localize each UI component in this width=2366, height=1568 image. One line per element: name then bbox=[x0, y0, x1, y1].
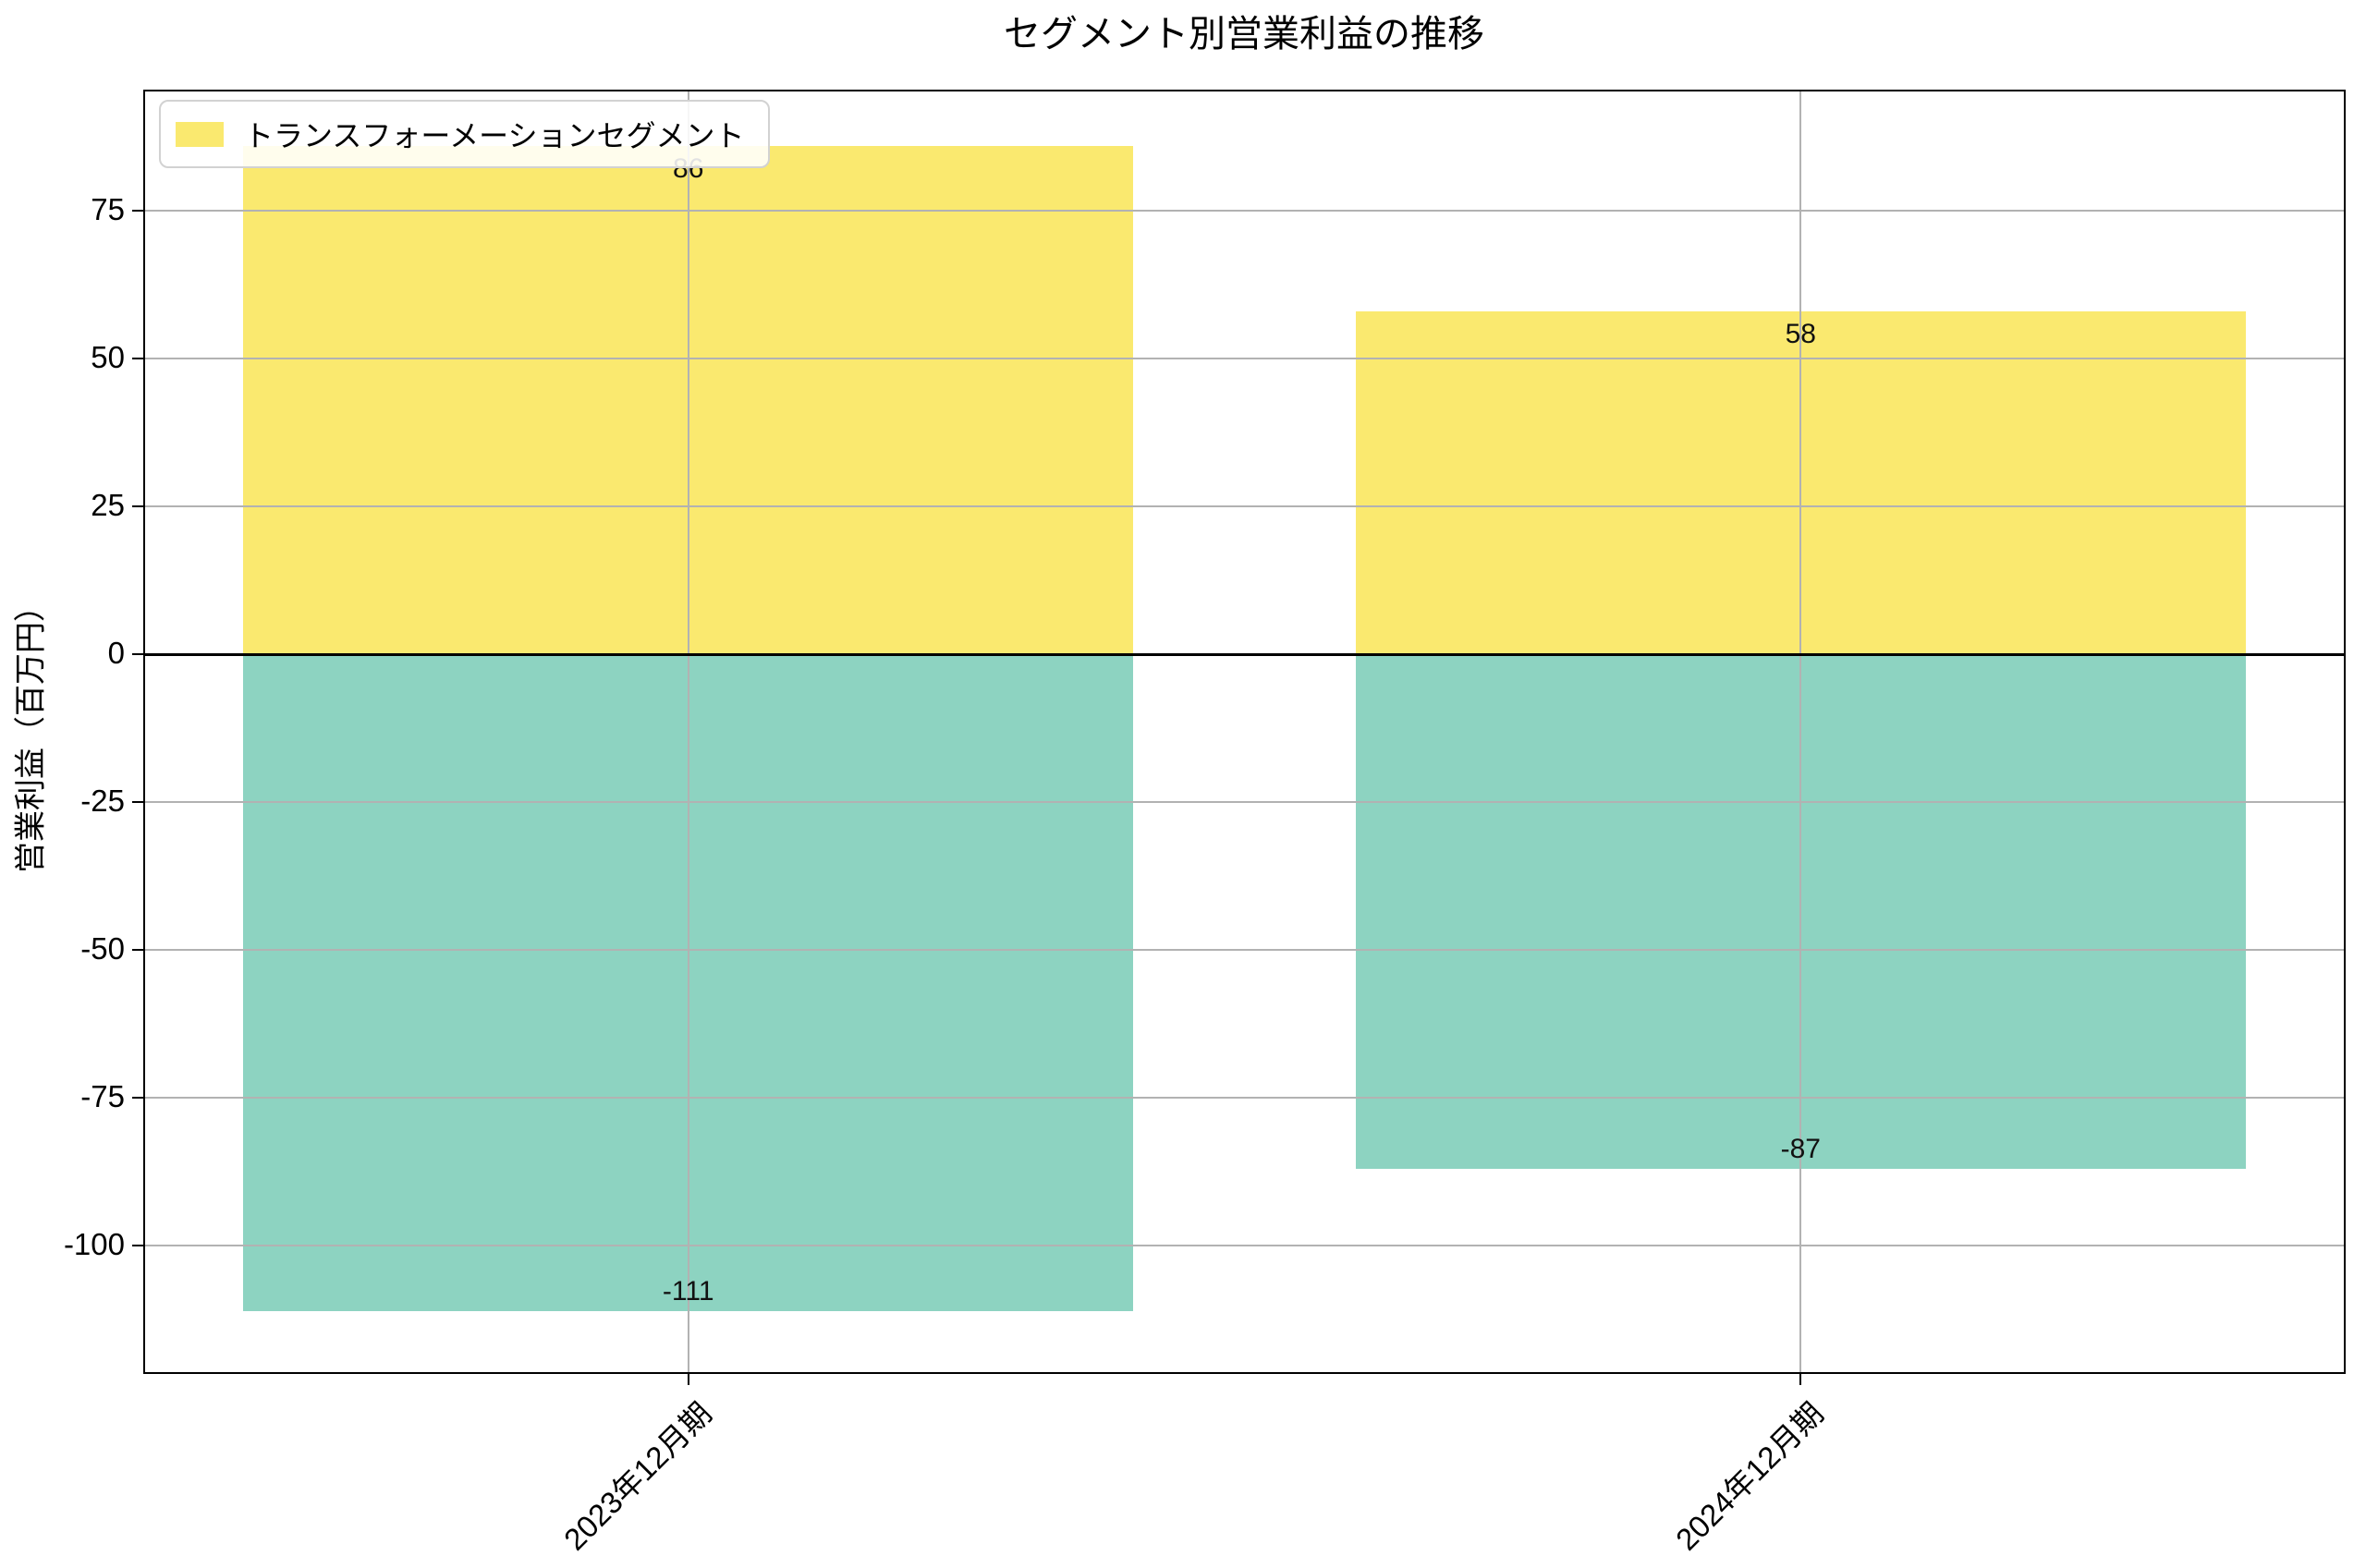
y-tick-mark bbox=[132, 210, 143, 213]
legend: トランスフォーメーションセグメント bbox=[159, 100, 771, 168]
y-tick-label: -100 bbox=[63, 1227, 125, 1262]
y-tick-mark bbox=[132, 1245, 143, 1247]
x-tick-label: 2023年12月期 bbox=[556, 1395, 718, 1557]
x-tick-label: 2024年12月期 bbox=[1669, 1395, 1831, 1557]
x-tick-mark bbox=[1799, 1374, 1802, 1385]
y-tick-mark bbox=[132, 505, 143, 508]
chart-title: セグメント別営業利益の推移 bbox=[1004, 14, 1484, 55]
y-tick-label: 50 bbox=[91, 340, 125, 375]
y-tick-label: 75 bbox=[91, 192, 125, 227]
y-tick-mark bbox=[132, 1097, 143, 1100]
y-tick-mark bbox=[132, 949, 143, 952]
x-tick-mark bbox=[687, 1374, 689, 1385]
y-axis-label: 営業利益（百万円） bbox=[13, 590, 49, 873]
y-tick-label: -75 bbox=[80, 1079, 125, 1114]
y-tick-mark bbox=[132, 801, 143, 804]
y-tick-mark bbox=[132, 358, 143, 360]
y-tick-mark bbox=[132, 653, 143, 656]
y-tick-label: -50 bbox=[80, 931, 125, 966]
plot-area-frame bbox=[143, 90, 2346, 1374]
legend-swatch bbox=[176, 121, 224, 147]
legend-label: トランスフォーメーションセグメント bbox=[244, 119, 745, 152]
y-tick-label: 25 bbox=[91, 488, 125, 523]
